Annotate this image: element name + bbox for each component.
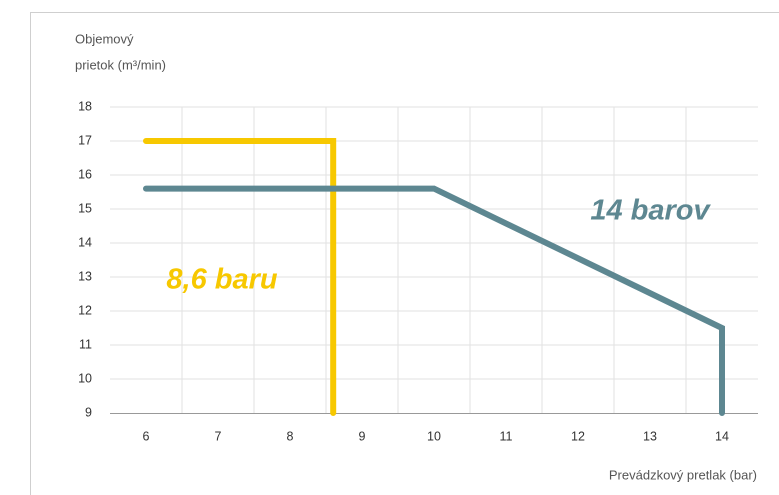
series-line (143, 138, 337, 416)
x-tick-label: 9 (359, 429, 366, 443)
y-tick-label: 13 (78, 269, 92, 283)
y-tick-label: 14 (78, 235, 92, 249)
y-tick-label: 12 (78, 303, 92, 317)
y-axis-label: Objemový (75, 31, 134, 46)
series-annotation: 14 barov (590, 195, 711, 227)
y-tick-label: 16 (78, 167, 92, 181)
y-tick-label: 10 (78, 371, 92, 385)
series-annotation: 8,6 baru (166, 264, 277, 296)
x-tick-label: 10 (427, 429, 441, 443)
x-tick-label: 12 (571, 429, 585, 443)
y-tick-label: 17 (78, 133, 92, 147)
frame (30, 12, 779, 495)
x-tick-label: 13 (643, 429, 657, 443)
x-tick-label: 14 (715, 429, 729, 443)
y-tick-label: 15 (78, 201, 92, 215)
x-tick-label: 6 (143, 429, 150, 443)
y-tick-label: 18 (78, 99, 92, 113)
x-tick-label: 7 (215, 429, 222, 443)
x-tick-label: 11 (500, 429, 513, 443)
x-axis-label: Prevádzkový pretlak (bar) (609, 467, 757, 482)
x-tick-label: 8 (287, 429, 294, 443)
y-tick-label: 9 (85, 405, 92, 419)
series-line (143, 185, 725, 416)
y-axis-label: prietok (m³/min) (75, 57, 166, 72)
y-tick-label: 11 (79, 337, 92, 351)
